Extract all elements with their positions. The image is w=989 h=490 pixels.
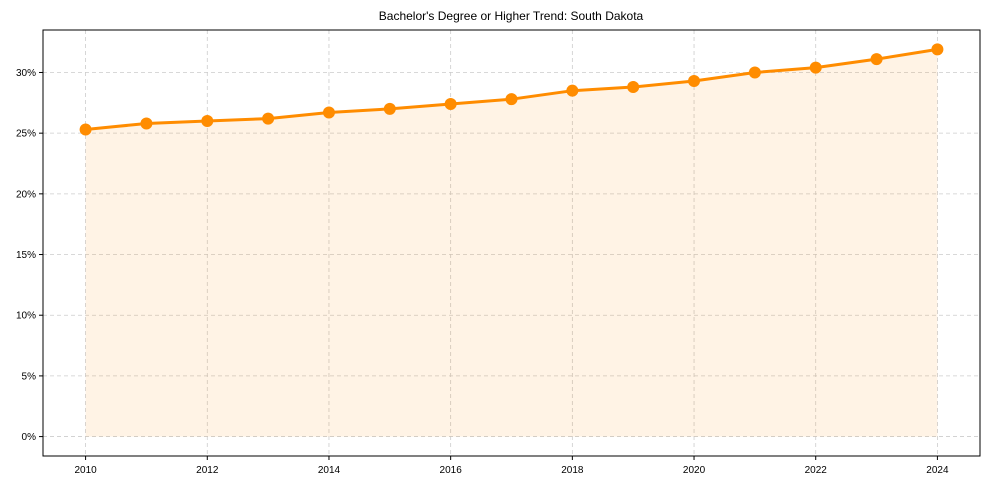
- y-tick-label: 25%: [16, 129, 36, 140]
- data-point: [566, 84, 579, 97]
- y-tick-label: 0%: [22, 432, 37, 443]
- x-tick-label: 2020: [683, 465, 706, 476]
- y-tick-label: 10%: [16, 311, 36, 322]
- plot-frame: [42, 29, 981, 457]
- data-point: [931, 43, 944, 56]
- data-point: [870, 53, 883, 66]
- y-tick-label: 5%: [22, 371, 37, 382]
- data-markers: [79, 43, 944, 136]
- x-tick-label: 2022: [805, 465, 828, 476]
- x-tick-label: 2024: [926, 465, 949, 476]
- data-point: [809, 61, 822, 74]
- y-axis: 0% 5% 10% 15% 20% 25% 30%: [16, 68, 43, 443]
- grid-lines: [43, 30, 980, 456]
- data-point: [444, 98, 457, 111]
- x-axis: 2010 2012 2014 2016 2018 2020 2022 2024: [74, 456, 949, 476]
- x-tick-label: 2016: [440, 465, 463, 476]
- data-point: [748, 66, 761, 79]
- data-point: [79, 123, 92, 136]
- data-point: [140, 117, 153, 130]
- data-point: [201, 115, 214, 128]
- data-point: [505, 93, 518, 106]
- x-tick-label: 2010: [74, 465, 97, 476]
- data-point: [688, 74, 701, 87]
- y-tick-label: 20%: [16, 189, 36, 200]
- y-tick-label: 15%: [16, 250, 36, 261]
- x-tick-label: 2014: [318, 465, 341, 476]
- x-tick-label: 2018: [561, 465, 584, 476]
- area-fill: [85, 49, 938, 437]
- x-tick-label: 2012: [196, 465, 219, 476]
- data-point: [322, 106, 335, 119]
- data-point: [627, 81, 640, 94]
- chart-title: Bachelor's Degree or Higher Trend: South…: [379, 9, 644, 23]
- data-point: [383, 102, 396, 115]
- data-point: [262, 112, 275, 125]
- y-tick-label: 30%: [16, 68, 36, 79]
